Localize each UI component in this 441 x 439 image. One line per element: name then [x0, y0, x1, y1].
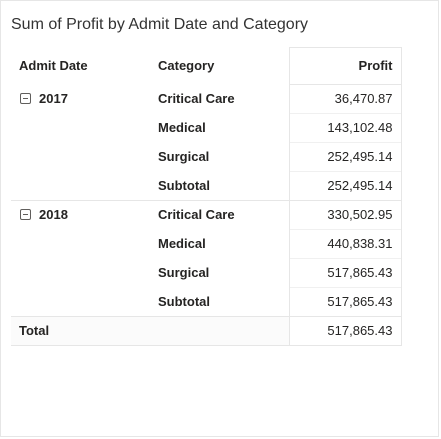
empty-cell: [150, 317, 289, 346]
collapse-minus-icon[interactable]: [20, 209, 31, 220]
category-cell: Medical: [150, 230, 289, 259]
profit-cell: 143,102.48: [289, 114, 401, 143]
matrix-table: Admit Date Category Profit 2017 Critical…: [11, 47, 402, 346]
total-value: 517,865.43: [289, 317, 401, 346]
column-header-admit-date[interactable]: Admit Date: [11, 48, 150, 85]
category-cell: Medical: [150, 114, 289, 143]
table-row: Medical 143,102.48: [11, 114, 401, 143]
subtotal-label: Subtotal: [150, 288, 289, 317]
total-label: Total: [11, 317, 150, 346]
total-row: Total 517,865.43: [11, 317, 401, 346]
subtotal-row: Subtotal 517,865.43: [11, 288, 401, 317]
empty-cell: [11, 230, 150, 259]
subtotal-value: 517,865.43: [289, 288, 401, 317]
category-cell: Surgical: [150, 259, 289, 288]
collapse-minus-icon[interactable]: [20, 93, 31, 104]
empty-cell: [11, 114, 150, 143]
profit-cell: 252,495.14: [289, 143, 401, 172]
header-row: Admit Date Category Profit: [11, 48, 401, 85]
table-row: Surgical 252,495.14: [11, 143, 401, 172]
empty-cell: [11, 172, 150, 201]
column-header-category[interactable]: Category: [150, 48, 289, 85]
table-row: Surgical 517,865.43: [11, 259, 401, 288]
table-row: 2018 Critical Care 330,502.95: [11, 201, 401, 230]
category-cell: Critical Care: [150, 85, 289, 114]
subtotal-value: 252,495.14: [289, 172, 401, 201]
row-header-year-2017[interactable]: 2017: [11, 85, 150, 114]
profit-cell: 517,865.43: [289, 259, 401, 288]
category-cell: Critical Care: [150, 201, 289, 230]
subtotal-label: Subtotal: [150, 172, 289, 201]
visual-title: Sum of Profit by Admit Date and Category: [11, 16, 308, 34]
empty-cell: [11, 288, 150, 317]
profit-cell: 330,502.95: [289, 201, 401, 230]
row-header-year-2018[interactable]: 2018: [11, 201, 150, 230]
profit-cell: 440,838.31: [289, 230, 401, 259]
category-cell: Surgical: [150, 143, 289, 172]
column-header-profit[interactable]: Profit: [289, 48, 401, 85]
empty-cell: [11, 143, 150, 172]
table-row: Medical 440,838.31: [11, 230, 401, 259]
empty-cell: [11, 259, 150, 288]
subtotal-row: Subtotal 252,495.14: [11, 172, 401, 201]
profit-cell: 36,470.87: [289, 85, 401, 114]
table-row: 2017 Critical Care 36,470.87: [11, 85, 401, 114]
